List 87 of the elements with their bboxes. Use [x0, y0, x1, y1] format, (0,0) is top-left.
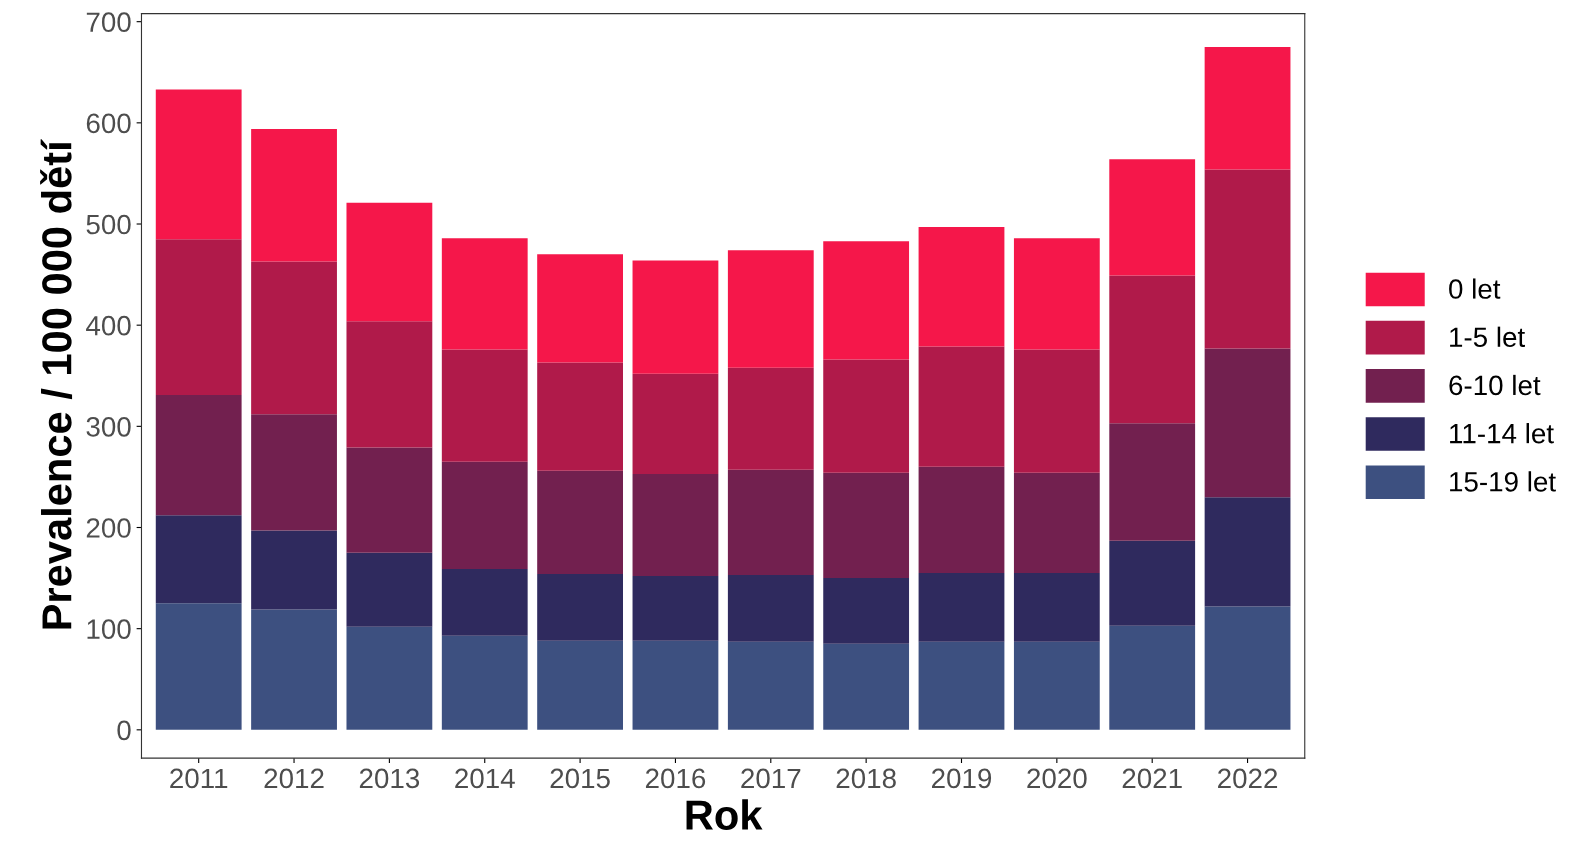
bar — [537, 640, 623, 730]
x-tick-label: 2011 — [170, 768, 228, 789]
legend-label: 15-19 let — [1450, 471, 1556, 492]
bar — [251, 414, 337, 531]
bar — [155, 89, 242, 240]
legend-label: 0 let — [1449, 278, 1501, 299]
bar — [346, 202, 433, 322]
x-tick-label: 2021 — [1122, 768, 1182, 789]
bar — [155, 603, 242, 730]
bar — [441, 349, 528, 462]
bar — [155, 515, 242, 604]
bar — [727, 641, 814, 730]
bar — [632, 640, 719, 730]
bar — [1109, 423, 1196, 541]
bar — [632, 373, 719, 474]
bar — [918, 227, 1005, 347]
bar — [537, 470, 623, 575]
bar — [823, 359, 910, 473]
x-tick-label: 2016 — [645, 768, 706, 789]
bar — [632, 576, 719, 641]
bar — [727, 575, 814, 642]
x-tick-label: 2014 — [455, 768, 515, 789]
bar — [1109, 275, 1196, 424]
y-tick-label: 400 — [86, 315, 131, 336]
bar — [918, 346, 1005, 467]
legend-label: 11-14 let — [1450, 423, 1554, 444]
bar — [346, 321, 433, 448]
bar — [823, 472, 910, 579]
bar — [251, 609, 337, 730]
bar — [1109, 625, 1196, 730]
x-tick-label: 2019 — [932, 768, 992, 789]
y-tick-label: 200 — [86, 518, 131, 538]
legend-label: 6-10 let — [1449, 374, 1541, 396]
bar — [1109, 540, 1196, 626]
bar — [632, 473, 719, 577]
bar — [1013, 472, 1100, 574]
bar — [823, 241, 910, 360]
bar — [441, 461, 528, 569]
bar — [346, 552, 433, 627]
bar — [918, 573, 1005, 642]
y-tick-label: 500 — [86, 214, 131, 235]
y-tick-label: 300 — [86, 417, 131, 437]
bar — [537, 362, 623, 471]
bar — [1013, 573, 1100, 642]
bar — [251, 261, 337, 415]
bar — [441, 635, 528, 730]
bar — [1204, 497, 1291, 607]
bar — [441, 568, 528, 636]
bar — [727, 367, 814, 470]
bar — [632, 260, 719, 374]
x-axis-title: Rok — [686, 799, 763, 830]
bar — [727, 469, 814, 576]
bar — [1204, 348, 1291, 498]
legend-label: 1-5 let — [1450, 326, 1525, 348]
bar — [346, 626, 433, 730]
bar — [1013, 641, 1100, 730]
y-axis-title: Prevalence / 100 000 dětí — [40, 139, 73, 629]
bar — [537, 254, 623, 363]
bar — [1109, 159, 1196, 276]
bar — [1204, 169, 1291, 349]
bar — [1013, 238, 1100, 350]
y-tick-label: 0 — [117, 720, 131, 741]
x-tick-label: 2013 — [359, 768, 420, 789]
x-tick-label: 2020 — [1027, 768, 1087, 789]
x-tick-label: 2022 — [1218, 768, 1278, 789]
x-tick-label: 2012 — [264, 768, 324, 789]
x-tick-label: 2018 — [836, 768, 896, 789]
y-tick-label: 600 — [86, 113, 131, 134]
y-tick-label: 100 — [87, 619, 131, 639]
bar — [1013, 349, 1100, 473]
bar — [727, 250, 814, 368]
bar — [155, 239, 242, 395]
bar — [346, 447, 433, 553]
bar — [537, 574, 623, 641]
bar — [441, 238, 528, 350]
bar — [251, 530, 337, 610]
bar — [823, 578, 910, 644]
bar — [1204, 46, 1291, 170]
y-tick-label: 700 — [86, 12, 131, 33]
bar — [918, 466, 1005, 574]
bar — [155, 394, 242, 516]
bar — [1204, 606, 1291, 730]
bar — [918, 641, 1005, 730]
x-tick-label: 2017 — [741, 768, 801, 789]
bar — [823, 643, 910, 730]
x-tick-label: 2015 — [550, 768, 610, 789]
bar — [251, 128, 337, 262]
